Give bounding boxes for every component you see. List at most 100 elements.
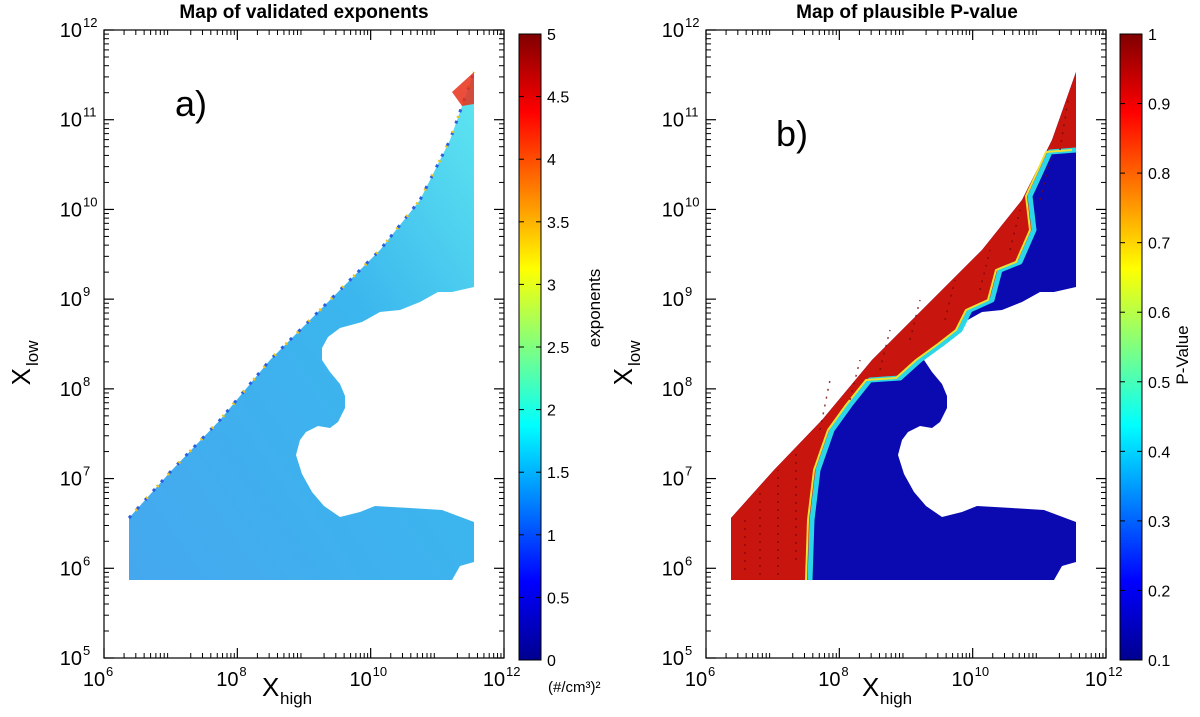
panel-a-ylabel-sub: low bbox=[23, 340, 42, 366]
y-tick-label: 10 bbox=[60, 558, 82, 580]
panel-a-colorbar-label: exponents bbox=[585, 269, 604, 347]
x-tick-label: 10 bbox=[216, 669, 238, 691]
panel-b-title: Map of plausible P-value bbox=[796, 2, 1018, 23]
y-tick-label: 10 bbox=[60, 110, 82, 132]
x-tick-exponent: 12 bbox=[1108, 664, 1122, 679]
x-tick-exponent: 10 bbox=[975, 664, 989, 679]
y-tick-exponent: 6 bbox=[685, 553, 692, 568]
x-tick-exponent: 10 bbox=[373, 664, 387, 679]
panel-b-xlabel-base: X bbox=[862, 672, 879, 702]
y-tick-label: 10 bbox=[60, 199, 82, 221]
y-tick-label: 10 bbox=[60, 289, 82, 311]
panel-a-xlabel-base: X bbox=[262, 672, 279, 702]
colorbar-unit-label: (#/cm³)² bbox=[548, 679, 601, 696]
y-tick-label: 10 bbox=[662, 558, 684, 580]
y-tick-exponent: 12 bbox=[685, 15, 699, 30]
y-tick-label: 10 bbox=[60, 20, 82, 42]
panel-a-axes-frame bbox=[103, 29, 505, 659]
y-tick-exponent: 6 bbox=[83, 553, 90, 568]
panel-b-texture bbox=[744, 99, 1069, 575]
x-tick-label: 10 bbox=[818, 669, 840, 691]
colorbar-tick-label: 0.1 bbox=[1148, 653, 1170, 670]
panel-b: Map of plausible P-value 10 6 10 8 10 10 10 121… bbox=[608, 2, 1192, 708]
panel-a-title: Map of validated exponents bbox=[179, 2, 428, 23]
colorbar-tick-label: 4.5 bbox=[547, 90, 569, 107]
x-tick-label: 10 bbox=[952, 669, 974, 691]
y-tick-exponent: 7 bbox=[83, 464, 90, 479]
colorbar-tick-label: 0.3 bbox=[1148, 514, 1170, 531]
panel-b-transition-band bbox=[807, 147, 1077, 581]
y-tick-exponent: 9 bbox=[685, 284, 692, 299]
y-tick-exponent: 5 bbox=[685, 643, 692, 658]
x-tick-label: 10 bbox=[1085, 669, 1107, 691]
colorbar-tick-label: 3 bbox=[547, 277, 556, 294]
x-tick-exponent: 6 bbox=[708, 664, 715, 679]
panel-a-y-axis-label: X low bbox=[6, 340, 42, 386]
colorbar-tick-label: 0.8 bbox=[1148, 166, 1170, 183]
y-tick-label: 10 bbox=[60, 379, 82, 401]
colorbar-tick-label: 0.7 bbox=[1148, 236, 1170, 253]
y-tick-label: 10 bbox=[662, 110, 684, 132]
panel-b-transition-band-yellow bbox=[805, 149, 1073, 581]
colorbar-tick-label: 1 bbox=[1148, 27, 1157, 44]
panel-a: Map of validated exponents 10 6 10 8 10 10 10 1… bbox=[6, 2, 604, 708]
y-tick-exponent: 11 bbox=[83, 105, 97, 120]
panel-b-colorbar-label: P-Value bbox=[1173, 325, 1192, 384]
y-tick-label: 10 bbox=[662, 648, 684, 670]
x-tick-label: 10 bbox=[685, 669, 707, 691]
y-tick-exponent: 12 bbox=[83, 15, 97, 30]
colorbar-tick-label: 2 bbox=[547, 403, 556, 420]
panel-b-heatmap bbox=[731, 72, 1077, 581]
y-tick-exponent: 8 bbox=[83, 374, 90, 389]
panel-b-colorbar-ticks: 0.1 0.2 0.3 0.4 0.5 0.6 0.7 0.8 0.9 1 bbox=[1120, 27, 1170, 670]
y-tick-label: 10 bbox=[662, 20, 684, 42]
panel-b-colorbar bbox=[1119, 33, 1143, 661]
panel-b-ylabel-base: X bbox=[608, 368, 638, 385]
colorbar-tick-label: 4 bbox=[547, 152, 556, 169]
panel-a-heatmap bbox=[127, 71, 476, 580]
x-tick-label: 10 bbox=[83, 669, 105, 691]
panel-a-colorbar-ticks: 0 0.5 1 1.5 2 2.5 3 3.5 4 4.5 5 bbox=[519, 27, 569, 670]
y-tick-exponent: 7 bbox=[685, 464, 692, 479]
colorbar-tick-label: 0.5 bbox=[547, 590, 569, 607]
panel-a-corner-hot bbox=[452, 72, 474, 106]
panel-b-x-axis-label: X high bbox=[862, 672, 912, 708]
x-tick-exponent: 8 bbox=[841, 664, 848, 679]
panel-a-xlabel-sub: high bbox=[280, 689, 312, 708]
x-tick-label: 10 bbox=[483, 669, 505, 691]
y-tick-label: 10 bbox=[662, 379, 684, 401]
y-tick-exponent: 11 bbox=[685, 105, 699, 120]
colorbar-tick-label: 0.5 bbox=[1148, 375, 1170, 392]
x-tick-exponent: 8 bbox=[239, 664, 246, 679]
colorbar-tick-label: 0.4 bbox=[1148, 444, 1170, 461]
panel-a-region bbox=[129, 72, 474, 580]
panel-a-label: a) bbox=[175, 83, 207, 124]
y-tick-label: 10 bbox=[662, 289, 684, 311]
y-tick-exponent: 10 bbox=[685, 194, 699, 209]
colorbar-tick-label: 1.5 bbox=[547, 465, 569, 482]
y-tick-label: 10 bbox=[662, 199, 684, 221]
panel-b-label: b) bbox=[776, 113, 808, 154]
colorbar-tick-label: 0.9 bbox=[1148, 97, 1170, 114]
colorbar-tick-label: 5 bbox=[547, 27, 556, 44]
colorbar-tick-label: 0 bbox=[547, 653, 556, 670]
colorbar-tick-label: 3.5 bbox=[547, 215, 569, 232]
panel-b-region-high bbox=[731, 72, 1076, 580]
colorbar-tick-label: 2.5 bbox=[547, 340, 569, 357]
panel-b-xlabel-sub: high bbox=[880, 689, 912, 708]
x-tick-exponent: 6 bbox=[106, 664, 113, 679]
colorbar-tick-label: 0.6 bbox=[1148, 305, 1170, 322]
y-tick-label: 10 bbox=[60, 469, 82, 491]
panel-b-axes-frame bbox=[705, 29, 1107, 659]
y-tick-exponent: 10 bbox=[83, 194, 97, 209]
y-tick-label: 10 bbox=[60, 648, 82, 670]
panel-b-y-axis-label: X low bbox=[608, 340, 644, 386]
x-tick-label: 10 bbox=[350, 669, 372, 691]
y-tick-exponent: 5 bbox=[83, 643, 90, 658]
panel-b-ylabel-sub: low bbox=[625, 340, 644, 366]
colorbar-tick-label: 0.2 bbox=[1148, 583, 1170, 600]
